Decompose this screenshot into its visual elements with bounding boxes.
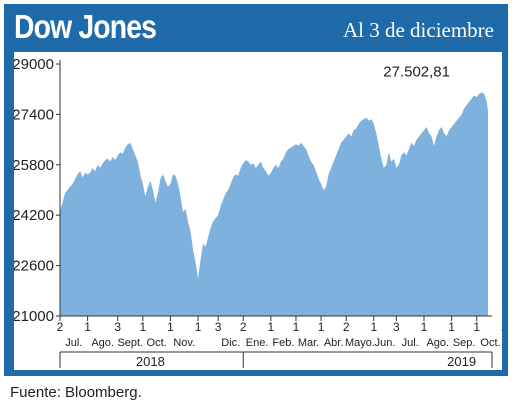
x-month-label: Ene. <box>246 337 269 349</box>
x-month-label: Nov. <box>173 337 195 349</box>
chart-svg: 29000 27400 25800 24200 22600 21000 27.502,81 2… <box>14 56 502 369</box>
x-day-label: 1 <box>421 320 428 334</box>
y-tick-label: 25800 <box>14 157 54 174</box>
x-day-label: 3 <box>393 320 400 334</box>
plot-panel: 29000 27400 25800 24200 22600 21000 27.502,81 2… <box>14 52 502 370</box>
x-day-label: 1 <box>195 320 202 334</box>
x-month-label: Oct. <box>147 337 167 349</box>
y-tick-label: 24200 <box>14 207 54 224</box>
x-day-label: 1 <box>293 320 300 334</box>
x-day-label: 1 <box>84 320 91 334</box>
x-month-label: Abr. <box>324 337 344 349</box>
last-value-label: 27.502,81 <box>383 64 450 81</box>
x-month-label: Mar. <box>298 337 319 349</box>
x-day-label: 1 <box>139 320 146 334</box>
y-tick-label: 21000 <box>14 308 54 325</box>
x-day-label: 1 <box>473 320 480 334</box>
x-month-label: Sep. <box>453 337 476 349</box>
x-day-label: 1 <box>167 320 174 334</box>
y-tick-label: 27400 <box>14 106 54 123</box>
chart-date: Al 3 de diciembre <box>342 18 494 42</box>
x-month-label: Mayo. <box>345 337 375 349</box>
x-day-label: 2 <box>501 320 502 334</box>
x-month-label: Ago. <box>91 337 114 349</box>
x-day-label: 2 <box>343 320 350 334</box>
x-month-label: Sept. <box>117 337 143 349</box>
area-series <box>60 92 488 317</box>
x-day-label: 2 <box>240 320 247 334</box>
chart-frame: Dow Jones Al 3 de diciembre 29000 27400 25… <box>4 4 508 376</box>
year-label: 2019 <box>447 354 476 369</box>
x-month-label: Feb. <box>272 337 294 349</box>
x-month-label: Jul. <box>402 337 419 349</box>
source-note: Fuente: Bloomberg. <box>10 384 142 401</box>
y-tick-label: 29000 <box>14 56 54 73</box>
x-month-label: Jun. <box>375 337 396 349</box>
x-month-label: Ago. <box>426 337 449 349</box>
x-month-label: Dic. <box>221 337 240 349</box>
year-label: 2018 <box>136 354 165 369</box>
x-month-label: Jul. <box>65 337 82 349</box>
x-day-label: 2 <box>57 320 64 334</box>
y-tick-label: 22600 <box>14 258 54 275</box>
x-day-label: 3 <box>114 320 121 334</box>
x-day-label: 1 <box>370 320 377 334</box>
x-month-label: Oct. <box>480 337 500 349</box>
x-day-label: 3 <box>215 320 222 334</box>
x-day-label: 1 <box>268 320 275 334</box>
x-day-label: 1 <box>318 320 325 334</box>
chart-title: Dow Jones <box>14 8 157 45</box>
x-day-label: 1 <box>448 320 455 334</box>
